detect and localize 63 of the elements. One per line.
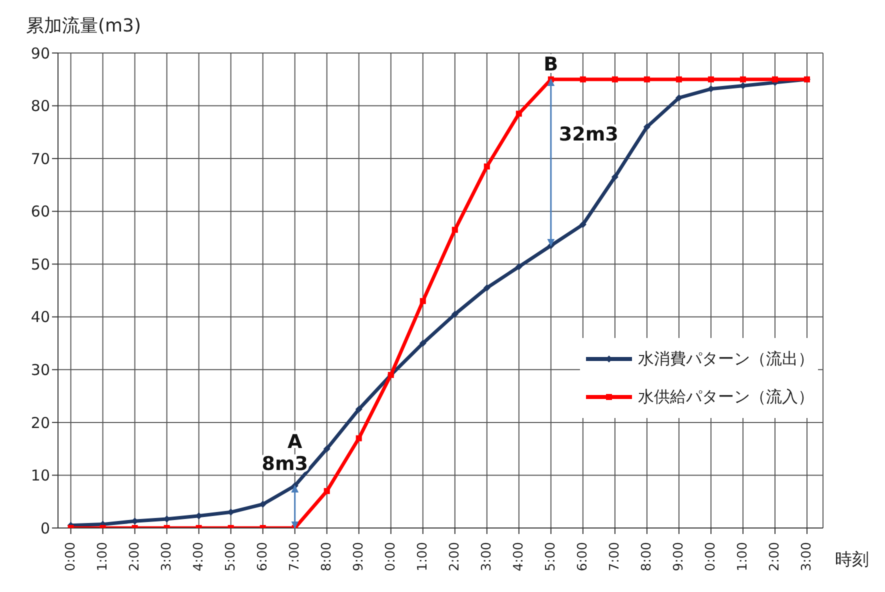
point xyxy=(420,298,426,304)
x-tick-label: 3:00 xyxy=(159,542,174,572)
point xyxy=(643,123,650,130)
x-tick-label: 2:00 xyxy=(767,542,782,572)
point xyxy=(355,406,362,413)
point xyxy=(675,94,682,102)
point xyxy=(259,500,266,508)
y-tick-label: 0 xyxy=(40,519,50,538)
y-axis-title: 累加流量(m3) xyxy=(26,16,142,36)
point xyxy=(611,174,618,181)
legend-label: 水供給パターン（流入） xyxy=(638,386,814,408)
y-tick-label: 10 xyxy=(30,466,50,485)
point xyxy=(740,76,746,82)
x-tick-label: 4:00 xyxy=(511,542,526,572)
x-tick-label: 1:00 xyxy=(415,542,430,572)
point xyxy=(451,310,458,318)
x-tick-label: 6:00 xyxy=(575,542,590,572)
x-tick-label: 8:00 xyxy=(639,542,654,572)
x-tick-label: 5:00 xyxy=(543,542,558,572)
x-tick-label: 2:00 xyxy=(127,542,142,572)
x-tick-label: 7:00 xyxy=(287,542,302,572)
point xyxy=(708,76,714,82)
x-tick-label: 5:00 xyxy=(223,542,238,572)
point xyxy=(516,110,522,117)
legend-label: 水消費パターン（流出） xyxy=(638,348,814,370)
x-tick-label: 6:00 xyxy=(255,542,270,572)
x-tick-label: 7:00 xyxy=(607,542,622,572)
point xyxy=(419,340,426,347)
x-tick-label: 8:00 xyxy=(319,542,334,572)
point xyxy=(483,284,490,292)
point xyxy=(484,163,490,170)
point xyxy=(676,76,682,82)
point xyxy=(324,488,330,494)
point xyxy=(515,263,522,270)
x-tick-label: 0:00 xyxy=(383,542,398,572)
point xyxy=(580,76,586,82)
x-tick-label: 0:00 xyxy=(63,542,78,572)
y-tick-label: 60 xyxy=(30,202,50,221)
x-axis-title: 時刻 xyxy=(835,549,869,571)
x-tick-label: 3:00 xyxy=(799,542,814,572)
y-tick-label: 20 xyxy=(30,414,50,432)
point xyxy=(772,76,778,82)
x-tick-label: 9:00 xyxy=(351,542,366,572)
point xyxy=(644,76,650,82)
point xyxy=(579,221,586,228)
point xyxy=(452,226,458,233)
x-tick-label: 0:00 xyxy=(703,542,718,572)
y-tick-label: 50 xyxy=(30,255,50,274)
point xyxy=(323,445,330,452)
x-tick-label: 1:00 xyxy=(95,542,110,572)
y-tick-label: 40 xyxy=(30,308,50,326)
x-tick-label: 1:00 xyxy=(735,542,750,572)
point xyxy=(356,435,362,442)
x-tick-label: 4:00 xyxy=(191,542,206,572)
x-tick-label: 9:00 xyxy=(671,542,686,572)
y-tick-label: 30 xyxy=(30,360,50,379)
y-tick-label: 70 xyxy=(30,150,50,168)
y-tick-label: 80 xyxy=(30,97,50,116)
point xyxy=(707,85,714,92)
x-tick-label: 2:00 xyxy=(447,542,462,572)
y-tick-label: 90 xyxy=(30,44,50,62)
point xyxy=(612,76,618,82)
x-tick-label: 3:00 xyxy=(479,542,494,572)
